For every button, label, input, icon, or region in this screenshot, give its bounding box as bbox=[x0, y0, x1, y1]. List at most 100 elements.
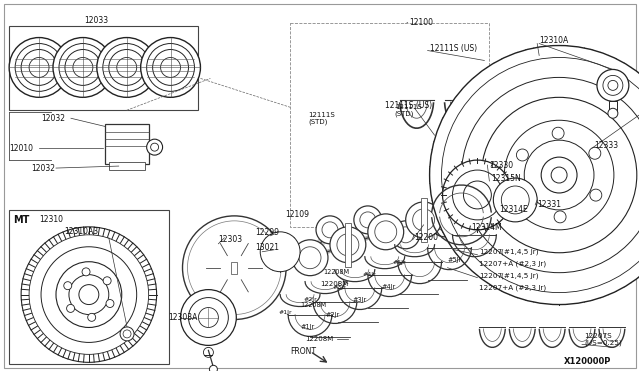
Text: 12200: 12200 bbox=[415, 233, 438, 242]
Polygon shape bbox=[490, 103, 523, 128]
Text: 13021: 13021 bbox=[255, 243, 279, 252]
Text: 12111S
(STD): 12111S (STD) bbox=[308, 112, 335, 125]
Text: FRONT: FRONT bbox=[290, 347, 316, 356]
Text: 12109: 12109 bbox=[285, 211, 309, 219]
Circle shape bbox=[152, 49, 189, 86]
Circle shape bbox=[516, 149, 529, 161]
Circle shape bbox=[343, 98, 367, 122]
Circle shape bbox=[103, 44, 150, 92]
Circle shape bbox=[552, 127, 564, 139]
Bar bbox=[609, 101, 617, 113]
Text: 12208M: 12208M bbox=[320, 280, 348, 287]
Circle shape bbox=[554, 211, 566, 223]
Circle shape bbox=[340, 33, 370, 64]
Text: 12330: 12330 bbox=[490, 161, 513, 170]
Text: X120000P: X120000P bbox=[564, 357, 611, 366]
Circle shape bbox=[442, 58, 640, 293]
Text: 12100: 12100 bbox=[410, 18, 434, 27]
Circle shape bbox=[182, 216, 286, 320]
Text: 12207: 12207 bbox=[479, 249, 502, 255]
Circle shape bbox=[220, 254, 248, 282]
Circle shape bbox=[59, 44, 107, 92]
Circle shape bbox=[209, 365, 218, 372]
Polygon shape bbox=[599, 330, 625, 347]
Circle shape bbox=[73, 58, 93, 77]
Text: 12207S
(US=0.25): 12207S (US=0.25) bbox=[584, 333, 622, 346]
Text: 12310A3: 12310A3 bbox=[64, 227, 98, 236]
Circle shape bbox=[29, 235, 148, 355]
Polygon shape bbox=[445, 103, 478, 128]
Text: 12010: 12010 bbox=[9, 144, 33, 153]
Circle shape bbox=[29, 58, 49, 77]
Circle shape bbox=[56, 262, 122, 327]
Circle shape bbox=[103, 277, 111, 285]
Polygon shape bbox=[395, 55, 579, 150]
Circle shape bbox=[268, 240, 292, 264]
Circle shape bbox=[88, 313, 95, 321]
Polygon shape bbox=[365, 257, 404, 269]
Ellipse shape bbox=[579, 109, 603, 128]
Circle shape bbox=[354, 206, 382, 234]
Circle shape bbox=[189, 298, 228, 337]
Circle shape bbox=[260, 232, 300, 272]
Circle shape bbox=[204, 347, 213, 357]
Circle shape bbox=[150, 143, 159, 151]
Circle shape bbox=[346, 39, 364, 58]
Circle shape bbox=[123, 330, 131, 338]
Polygon shape bbox=[479, 330, 505, 347]
Polygon shape bbox=[397, 294, 438, 314]
Polygon shape bbox=[310, 337, 350, 357]
Text: #5Jr: #5Jr bbox=[447, 257, 462, 263]
Text: 12310: 12310 bbox=[39, 215, 63, 224]
Text: 12111S (US): 12111S (US) bbox=[385, 101, 432, 110]
Circle shape bbox=[147, 139, 163, 155]
Circle shape bbox=[501, 186, 529, 214]
Polygon shape bbox=[288, 314, 332, 336]
Circle shape bbox=[375, 221, 397, 243]
Circle shape bbox=[406, 202, 442, 238]
Circle shape bbox=[97, 38, 157, 97]
Circle shape bbox=[608, 108, 618, 118]
Circle shape bbox=[322, 222, 338, 238]
Circle shape bbox=[493, 178, 537, 222]
Text: (#1,4,5 Jr): (#1,4,5 Jr) bbox=[501, 272, 539, 279]
Polygon shape bbox=[540, 330, 565, 347]
Circle shape bbox=[517, 191, 529, 203]
Circle shape bbox=[116, 58, 137, 77]
Text: 12032: 12032 bbox=[31, 164, 55, 173]
Circle shape bbox=[603, 76, 623, 95]
Polygon shape bbox=[474, 288, 629, 364]
Circle shape bbox=[461, 77, 640, 273]
Circle shape bbox=[590, 189, 602, 201]
Circle shape bbox=[504, 120, 614, 230]
Text: 12208M: 12208M bbox=[305, 336, 333, 342]
Circle shape bbox=[262, 234, 298, 270]
Circle shape bbox=[109, 49, 145, 86]
Text: 12111S (US): 12111S (US) bbox=[429, 44, 477, 53]
Ellipse shape bbox=[335, 261, 371, 279]
Circle shape bbox=[329, 189, 341, 201]
Ellipse shape bbox=[491, 190, 509, 214]
Ellipse shape bbox=[411, 236, 446, 254]
Circle shape bbox=[360, 212, 376, 228]
Text: #5Jr: #5Jr bbox=[393, 260, 406, 265]
Circle shape bbox=[442, 160, 512, 230]
Polygon shape bbox=[335, 270, 375, 282]
Circle shape bbox=[15, 44, 63, 92]
Bar bbox=[290, 23, 490, 227]
Ellipse shape bbox=[298, 274, 332, 292]
Circle shape bbox=[299, 247, 321, 269]
Text: 12315N: 12315N bbox=[492, 173, 521, 183]
Polygon shape bbox=[338, 288, 382, 310]
Polygon shape bbox=[400, 103, 433, 128]
Circle shape bbox=[65, 49, 101, 86]
Text: 12207+A (#2,3 Jr): 12207+A (#2,3 Jr) bbox=[479, 260, 547, 267]
Circle shape bbox=[452, 170, 502, 220]
Text: 12310A: 12310A bbox=[539, 36, 568, 45]
Circle shape bbox=[436, 215, 452, 231]
Polygon shape bbox=[368, 308, 408, 327]
Circle shape bbox=[463, 181, 492, 209]
Circle shape bbox=[9, 38, 69, 97]
Polygon shape bbox=[452, 235, 497, 257]
Text: 12208M: 12208M bbox=[323, 269, 349, 275]
